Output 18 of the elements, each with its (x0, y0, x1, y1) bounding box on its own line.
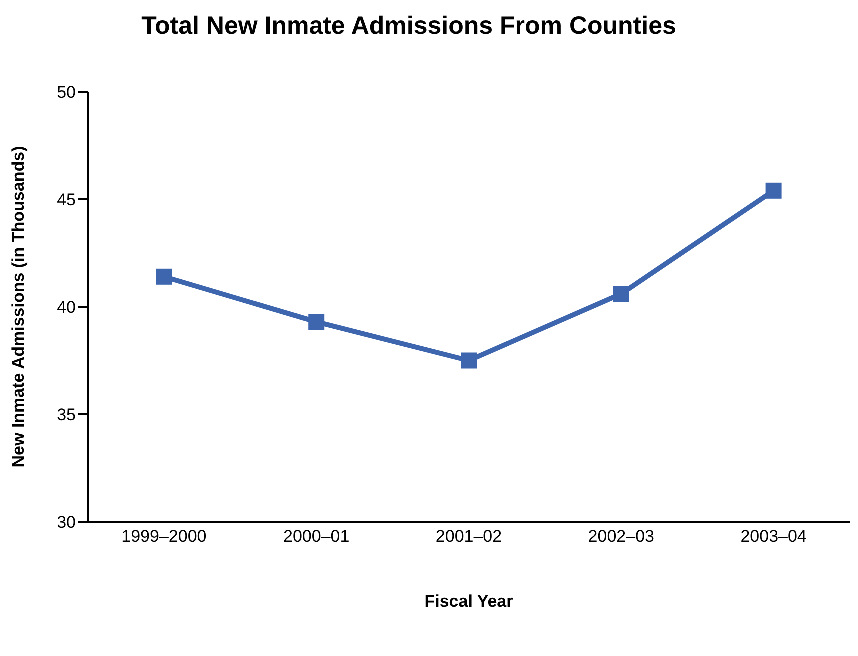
point (308, 314, 325, 330)
y-tick-label: 50 (57, 83, 76, 102)
point (766, 182, 782, 199)
x-tick-label: 1999–2000 (122, 527, 207, 546)
x-tick-label: 2003–04 (740, 527, 807, 546)
x-axis-title: Fiscal Year (424, 592, 514, 611)
x-tick-label: 2000–01 (284, 527, 350, 546)
y-axis-title: New Inmate Admissions (in Thousands) (9, 146, 28, 468)
x-tick-label: 2001–02 (436, 527, 502, 546)
chart-title: Total New Inmate Admissions From Counties (140, 11, 678, 42)
y-tick-label: 40 (57, 298, 76, 318)
point (461, 352, 477, 369)
x-tick-label: 2002–03 (588, 527, 654, 546)
point (156, 268, 172, 285)
y-tick-label: 35 (57, 406, 76, 425)
point (613, 286, 630, 302)
y-tick-label: 45 (57, 190, 76, 210)
y-tick-label: 30 (57, 513, 76, 532)
